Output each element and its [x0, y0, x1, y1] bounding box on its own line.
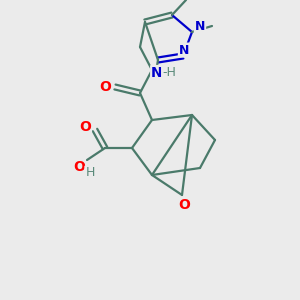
Text: -H: -H [162, 67, 176, 80]
Text: H: H [85, 167, 95, 179]
Text: O: O [178, 198, 190, 212]
Text: O: O [79, 120, 91, 134]
Text: O: O [99, 80, 111, 94]
Text: N: N [179, 44, 189, 56]
Text: O: O [73, 160, 85, 174]
Text: N: N [195, 20, 205, 34]
Text: N: N [151, 66, 163, 80]
